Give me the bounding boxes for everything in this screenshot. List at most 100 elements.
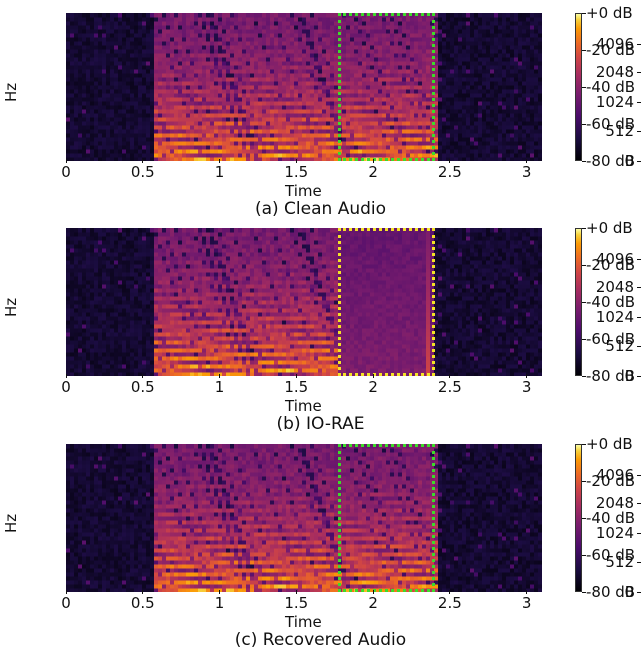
spectrogram-cell xyxy=(526,81,531,86)
spectrogram-cell xyxy=(234,89,239,94)
spectrogram-cell xyxy=(98,137,103,142)
spectrogram-cell xyxy=(346,81,351,86)
spectrogram-cell xyxy=(154,49,159,54)
spectrogram-cell xyxy=(322,85,327,90)
spectrogram-cell xyxy=(118,296,123,301)
spectrogram-cell xyxy=(438,53,443,58)
spectrogram-cell xyxy=(370,41,375,46)
spectrogram-cell xyxy=(398,45,403,50)
spectrogram-cell xyxy=(114,348,119,353)
spectrogram-cell xyxy=(258,57,263,62)
spectrogram-cell xyxy=(266,65,271,70)
spectrogram-cell xyxy=(186,97,191,102)
spectrogram-cell xyxy=(70,348,75,353)
spectrogram-cell xyxy=(154,53,159,58)
spectrogram-cell xyxy=(66,93,71,98)
spectrogram-cell xyxy=(102,13,107,18)
spectrogram-cell xyxy=(198,65,203,70)
spectrogram-cell xyxy=(462,145,467,150)
spectrogram-cell xyxy=(146,33,151,38)
colorbar-tick-label: -60 dB xyxy=(581,115,636,133)
spectrogram-cell xyxy=(154,25,159,30)
spectrogram-cell xyxy=(218,25,223,30)
spectrogram-cell xyxy=(158,13,163,18)
spectrogram-cell xyxy=(178,45,183,50)
spectrogram-cell xyxy=(322,89,327,94)
spectrogram-cell xyxy=(474,93,479,98)
spectrogram-cell xyxy=(254,145,259,150)
spectrogram-cell xyxy=(374,93,379,98)
spectrogram-cell xyxy=(262,53,267,58)
spectrogram-cell xyxy=(74,113,79,118)
spectrogram-cell xyxy=(238,33,243,38)
spectrogram-cell xyxy=(274,21,279,26)
spectrogram-cell xyxy=(354,73,359,78)
spectrogram-cell xyxy=(102,49,107,54)
spectrogram-cell xyxy=(490,85,495,90)
spectrogram-cell xyxy=(490,105,495,110)
spectrogram-cell xyxy=(522,33,527,38)
spectrogram-cell xyxy=(510,45,515,50)
spectrogram-cell xyxy=(466,105,471,110)
spectrogram-cell xyxy=(306,133,311,138)
spectrogram-cell xyxy=(346,41,351,46)
spectrogram-cell xyxy=(418,101,423,106)
spectrogram-cell xyxy=(102,260,107,265)
spectrogram-cell xyxy=(314,133,319,138)
spectrogram-cell xyxy=(130,17,135,22)
spectrogram-cell xyxy=(102,372,107,376)
spectrogram-cell xyxy=(166,105,171,110)
spectrogram-cell xyxy=(366,77,371,82)
spectrogram-cell xyxy=(538,17,542,22)
spectrogram-cell xyxy=(334,153,339,158)
spectrogram-cell xyxy=(138,89,143,94)
spectrogram-cell xyxy=(210,157,215,161)
spectrogram-cell xyxy=(330,117,335,122)
spectrogram-cell xyxy=(362,145,367,150)
spectrogram-cell xyxy=(410,141,415,146)
spectrogram-cell xyxy=(226,25,231,30)
spectrogram-cell xyxy=(366,133,371,138)
spectrogram-cell xyxy=(410,73,415,78)
spectrogram-cell xyxy=(402,73,407,78)
spectrogram-cell xyxy=(90,157,95,161)
spectrogram-cell xyxy=(398,33,403,38)
spectrogram-cell xyxy=(74,53,79,58)
spectrogram-cell xyxy=(518,137,523,142)
spectrogram-cell xyxy=(494,85,499,90)
spectrogram-cell xyxy=(350,21,355,26)
spectrogram-cell xyxy=(458,29,463,34)
spectrogram-cell xyxy=(106,364,111,369)
spectrogram-cell xyxy=(442,29,447,34)
spectrogram-cell xyxy=(302,21,307,26)
spectrogram-cell xyxy=(70,153,75,158)
spectrogram-cell xyxy=(286,73,291,78)
spectrogram-cell xyxy=(198,153,203,158)
spectrogram-cell xyxy=(222,73,227,78)
spectrogram-cell xyxy=(258,113,263,118)
spectrogram-cell xyxy=(394,65,399,70)
spectrogram-cell xyxy=(114,141,119,146)
spectrogram-cell xyxy=(246,137,251,142)
spectrogram-cell xyxy=(478,29,483,34)
spectrogram-cell xyxy=(130,41,135,46)
spectrogram-cell xyxy=(90,33,95,38)
spectrogram-cell xyxy=(118,65,123,70)
spectrogram-cell xyxy=(254,129,259,134)
spectrogram-cell xyxy=(418,33,423,38)
spectrogram-cell xyxy=(350,121,355,126)
spectrogram-cell xyxy=(298,29,303,34)
spectrogram-cell xyxy=(74,57,79,62)
spectrogram-cell xyxy=(266,81,271,86)
spectrogram-cell xyxy=(198,21,203,26)
spectrogram-cell xyxy=(350,145,355,150)
spectrogram-cell xyxy=(518,133,523,138)
spectrogram-cell xyxy=(174,25,179,30)
spectrogram-cell xyxy=(370,53,375,58)
spectrogram-cell xyxy=(98,268,103,273)
spectrogram-cell xyxy=(186,153,191,158)
spectrogram-cell xyxy=(346,109,351,114)
spectrogram-cell xyxy=(326,89,331,94)
spectrogram-cell xyxy=(486,73,491,78)
spectrogram-cell xyxy=(470,157,475,161)
